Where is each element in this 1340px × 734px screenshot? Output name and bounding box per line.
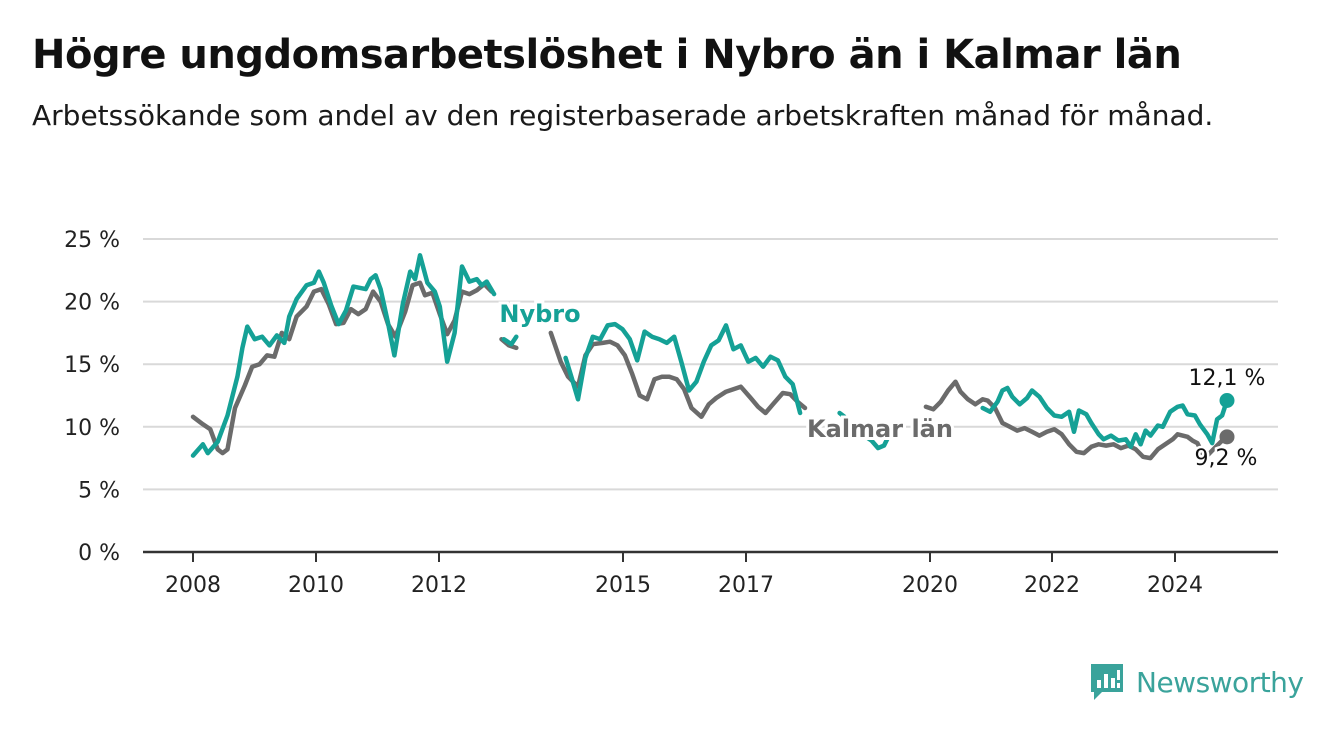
x-axis: 2008 2010 2012 2015 2017 2020 2022 2024 [143, 550, 1278, 598]
nybro-line [837, 410, 847, 420]
y-tick-label: 20 % [64, 291, 120, 316]
x-tick-label: 2017 [718, 573, 774, 598]
gridlines [143, 238, 1278, 491]
kalmar-line [923, 379, 1230, 461]
kalmar-line [548, 330, 808, 420]
nybro-line [501, 334, 519, 347]
brand-name: Newsworthy [1136, 665, 1304, 699]
kalmar-series-label: Kalmar län [807, 415, 953, 443]
y-tick-label: 25 % [64, 228, 120, 253]
y-tick-label: 10 % [64, 416, 120, 441]
nybro-line [861, 433, 892, 451]
x-tick-label: 2024 [1147, 573, 1203, 598]
y-tick-label: 15 % [64, 353, 120, 378]
kalmar-end-dot [1219, 429, 1235, 445]
x-tick-label: 2008 [165, 573, 221, 598]
newsworthy-icon [1091, 664, 1123, 700]
kalmar-end-label: 9,2 % [1195, 446, 1258, 471]
chart-subtitle: Arbetssökande som andel av den registerb… [32, 99, 1214, 132]
nybro-line [563, 321, 803, 416]
series-lines [190, 253, 1230, 461]
x-tick-label: 2012 [411, 573, 467, 598]
x-tick-label: 2015 [595, 573, 651, 598]
nybro-end-label: 12,1 % [1189, 366, 1266, 391]
chart-title: Högre ungdomsarbetslöshet i Nybro än i K… [32, 32, 1182, 78]
newsworthy-logo: Newsworthy [1088, 660, 1304, 704]
x-tick-label: 2020 [902, 573, 958, 598]
nybro-series-label: Nybro [499, 300, 580, 328]
nybro-line [980, 385, 1230, 450]
x-tick-label: 2022 [1024, 573, 1080, 598]
nybro-line [190, 253, 497, 458]
series-labels: Nybro Kalmar län 12,1 % 9,2 % [496, 297, 1268, 474]
y-tick-label: 5 % [78, 478, 120, 503]
y-axis-ticks: 0 % 5 % 10 % 15 % 20 % 25 % [64, 228, 120, 566]
y-tick-label: 0 % [78, 541, 120, 566]
x-tick-label: 2010 [288, 573, 344, 598]
nybro-end-dot [1219, 393, 1235, 409]
